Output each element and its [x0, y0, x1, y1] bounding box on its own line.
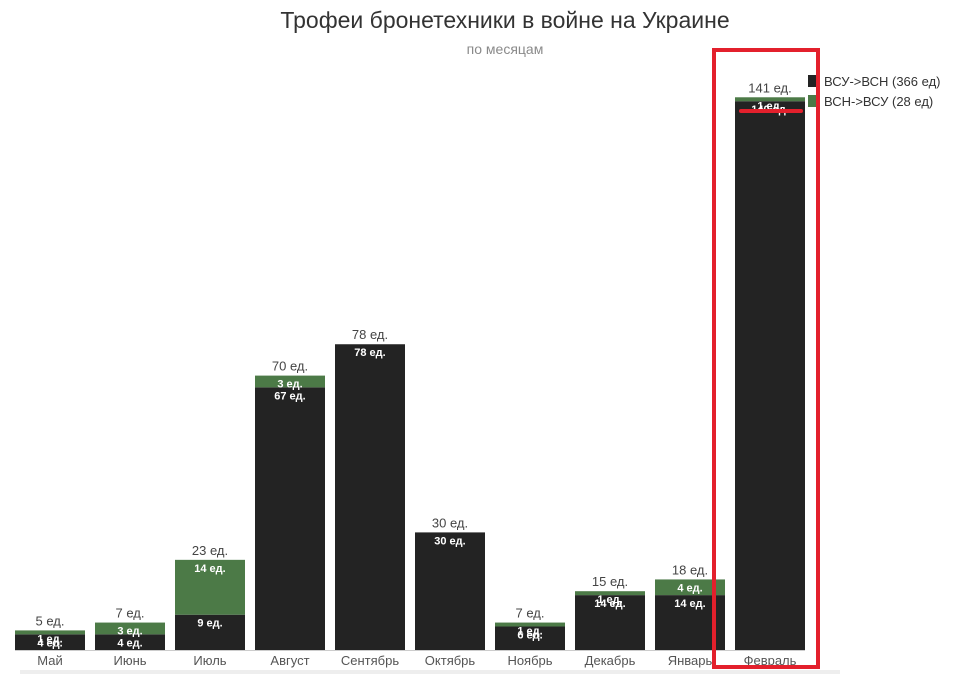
data-label-vsn-to-vsu: 3 ед.: [277, 379, 302, 391]
total-label: 7 ед.: [516, 606, 545, 621]
scroll-track: [20, 670, 840, 674]
bar-vsn-to-vsu: [735, 97, 805, 102]
data-label-vsu-to-vsn: 4 ед.: [37, 637, 62, 649]
legend: ВСУ->ВСН (366 ед) ВСН->ВСУ (28 ед): [808, 71, 941, 111]
total-label: 78 ед.: [352, 327, 388, 342]
bar-vsu-to-vsn: [175, 614, 245, 650]
x-tick-label: Ноябрь: [507, 653, 552, 668]
highlight-underline: [739, 109, 803, 113]
total-label: 30 ед.: [432, 515, 468, 530]
total-label: 18 ед.: [672, 562, 708, 577]
data-label-vsu-to-vsn: 78 ед.: [354, 347, 385, 359]
x-tick-label: Июнь: [113, 653, 146, 668]
total-label: 23 ед.: [192, 543, 228, 558]
x-tick-label: Май: [37, 653, 62, 668]
total-label: 5 ед.: [36, 613, 65, 628]
data-label-vsn-to-vsu: 4 ед.: [677, 582, 702, 594]
bar-vsu-to-vsn: [15, 634, 85, 650]
data-label-vsn-to-vsu: 1 ед.: [37, 633, 62, 645]
x-tick-label: Январь: [668, 653, 713, 668]
bar-vsu-to-vsn: [575, 595, 645, 650]
bar-vsu-to-vsn: [415, 532, 485, 650]
bar-vsn-to-vsu: [575, 591, 645, 596]
data-label-vsu-to-vsn: 30 ед.: [434, 535, 465, 547]
bar-vsu-to-vsn: [95, 634, 165, 650]
bar-vsn-to-vsu: [655, 579, 725, 596]
data-label-vsu-to-vsn: 9 ед.: [197, 618, 222, 630]
bar-vsu-to-vsn: [495, 626, 565, 650]
total-label: 70 ед.: [272, 359, 308, 374]
data-label-vsn-to-vsu: 1 ед.: [597, 594, 622, 606]
x-tick-label: Октябрь: [425, 653, 476, 668]
total-label: 15 ед.: [592, 574, 628, 589]
data-label-vsu-to-vsn: 14 ед.: [674, 598, 705, 610]
bar-vsu-to-vsn: [255, 387, 325, 650]
total-label: 141 ед.: [748, 80, 791, 95]
x-tick-label: Февраль: [744, 653, 797, 668]
highlight-frame: [712, 48, 820, 669]
data-label-vsn-to-vsu: 1 ед.: [517, 626, 542, 638]
bar-vsn-to-vsu: [15, 630, 85, 635]
bar-vsn-to-vsu: [95, 622, 165, 635]
x-tick-label: Август: [270, 653, 309, 668]
bar-vsu-to-vsn: [335, 344, 405, 650]
x-tick-label: Сентябрь: [341, 653, 399, 668]
x-tick-label: Декабрь: [585, 653, 636, 668]
data-label-vsn-to-vsu: 14 ед.: [194, 563, 225, 575]
chart-title: Трофеи бронетехники в войне на Украине: [280, 7, 730, 33]
legend-label: ВСН->ВСУ (28 ед): [824, 93, 934, 109]
total-label: 7 ед.: [116, 606, 145, 621]
legend-item-vsn-to-vsu[interactable]: ВСН->ВСУ (28 ед): [808, 91, 941, 111]
data-label-vsu-to-vsn: 4 ед.: [117, 637, 142, 649]
legend-item-vsu-to-vsn[interactable]: ВСУ->ВСН (366 ед): [808, 71, 941, 91]
chart-subtitle: по месяцам: [466, 41, 544, 57]
bar-vsn-to-vsu: [495, 622, 565, 627]
data-label-vsu-to-vsn: 14 ед.: [594, 598, 625, 610]
bar-vsn-to-vsu: [255, 375, 325, 388]
bar-vsn-to-vsu: [175, 559, 245, 615]
data-label-vsu-to-vsn: 67 ед.: [274, 390, 305, 402]
x-tick-label: Июль: [193, 653, 226, 668]
bar-vsu-to-vsn: [735, 101, 805, 650]
data-label-vsn-to-vsu: 3 ед.: [117, 626, 142, 638]
data-label-vsu-to-vsn: 6 ед.: [517, 629, 542, 641]
legend-label: ВСУ->ВСН (366 ед): [824, 73, 941, 89]
